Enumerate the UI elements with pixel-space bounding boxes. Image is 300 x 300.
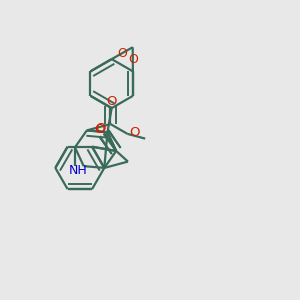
Text: O: O: [95, 122, 105, 135]
Text: NH: NH: [69, 164, 88, 177]
Text: O: O: [117, 47, 127, 60]
Text: O: O: [94, 123, 105, 136]
Text: O: O: [106, 95, 116, 108]
Text: O: O: [129, 126, 139, 139]
Text: O: O: [128, 53, 138, 66]
